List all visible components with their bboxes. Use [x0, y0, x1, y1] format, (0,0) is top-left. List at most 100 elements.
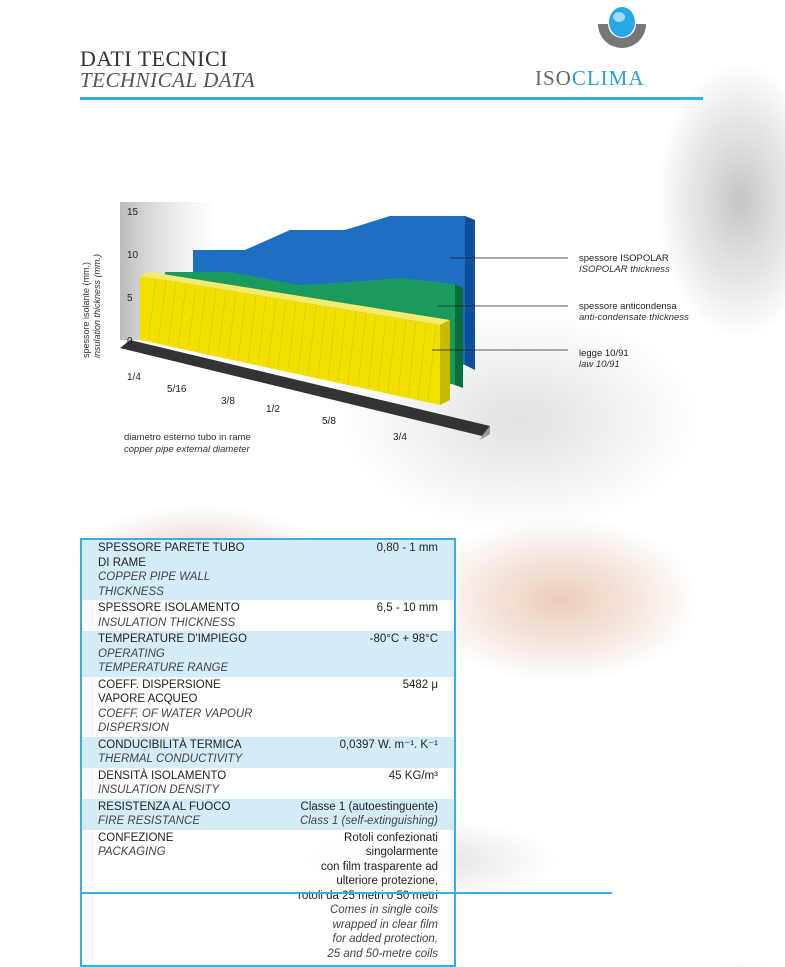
- label-en: THERMAL CONDUCTIVITY: [98, 753, 243, 765]
- y-axis-label: insulation thickness (mm.): [92, 254, 102, 358]
- x-tick-label: 5/8: [322, 416, 336, 427]
- label-cell: SPESSORE PARETE TUBO DI RAME COPPER PIPE …: [81, 539, 270, 600]
- thickness-figure: spessore isolante (mm.) insulation thickn…: [81, 202, 689, 455]
- hatch-line: [177, 284, 187, 347]
- hatch-line: [197, 287, 207, 352]
- hatch-line: [417, 323, 427, 399]
- hatch-line: [277, 300, 287, 369]
- x-tick-label: 3/8: [221, 396, 235, 407]
- legend-label: spessore ISOPOLAR: [579, 253, 669, 264]
- y-tick-label: 0: [127, 336, 133, 347]
- value: 0,80 - 1 mm: [376, 542, 438, 554]
- label-en: COPPER PIPE WALL THICKNESS: [98, 571, 211, 598]
- hatch-line: [217, 291, 227, 356]
- value-en: Class 1 (self-extinguishing): [299, 815, 438, 827]
- hatch-line: [247, 295, 257, 362]
- label-cell: CONDUCIBILITÀ TERMICA THERMAL CONDUCTIVIT…: [81, 736, 270, 768]
- title: DATI TECNICI: [80, 46, 228, 71]
- value: Rotoli confezionati singolarmente: [344, 831, 438, 859]
- label-en: PACKAGING: [98, 846, 166, 858]
- value-cell: Classe 1 (autoestinguente) Class 1 (self-…: [269, 798, 455, 830]
- law-side: [440, 320, 450, 405]
- label-it: COEFF. DISPERSIONE VAPORE ACQUEO: [98, 678, 221, 706]
- table-row: SPESSORE ISOLAMENTO INSULATION THICKNESS 6…: [81, 600, 455, 631]
- label-it: CONDUCIBILITÀ TERMICA: [98, 738, 242, 751]
- hatch-line: [387, 318, 397, 393]
- label-it: RESISTENZA AL FUOCO: [98, 800, 231, 813]
- label-cell: TEMPERATURE D'IMPIEGO OPERATING TEMPERATU…: [81, 631, 270, 677]
- value: 0,0397 W. m⁻¹. K⁻¹: [339, 738, 438, 751]
- floor-edge: [480, 426, 490, 440]
- law-band: [140, 276, 440, 405]
- hatch-line: [187, 286, 197, 349]
- label-en: INSULATION THICKNESS: [98, 616, 236, 629]
- label-it: TEMPERATURE D'IMPIEGO: [98, 633, 247, 645]
- x-axis-label: copper pipe external diameter: [124, 444, 251, 455]
- hatch-line: [337, 310, 347, 382]
- hatch-line: [367, 315, 377, 388]
- value: con film trasparente ad ulteriore protez…: [321, 860, 438, 888]
- label-cell: RESISTENZA AL FUOCO FIRE RESISTANCE: [81, 798, 270, 830]
- tech-table: SPESSORE PARETE TUBO DI RAME COPPER PIPE …: [80, 538, 456, 967]
- y-tick-label: 15: [127, 207, 139, 218]
- label-it: CONFEZIONE: [98, 831, 174, 844]
- hatch-line: [287, 302, 297, 371]
- logo-iso: ISO: [535, 66, 572, 90]
- table-row: CONFEZIONE PACKAGING Rotoli confezionati s…: [81, 830, 455, 967]
- x-tick-label: 3/4: [393, 432, 407, 443]
- y-tick-label: 10: [127, 250, 139, 261]
- legend-label: spessore anticondensa: [579, 301, 677, 312]
- value-en: for added protection,: [332, 933, 439, 945]
- table-row: DENSITÀ ISOLAMENTO INSULATION DENSITY 45 K…: [81, 768, 455, 799]
- label-cell: SPESSORE ISOLAMENTO INSULATION THICKNESS: [81, 600, 269, 631]
- value-cell: -80°C + 98°C: [269, 631, 455, 677]
- value-en: 25 and 50-metre coils: [327, 947, 438, 960]
- legend-label: anti-condensate thickness: [579, 312, 689, 323]
- logo-clima: CLIMA: [571, 66, 645, 90]
- hatch-line: [237, 294, 247, 360]
- value-cell: 0,0397 W. m⁻¹. K⁻¹: [269, 736, 455, 768]
- value: 45 KG/m³: [388, 769, 438, 782]
- label-en: FIRE RESISTANCE: [98, 815, 201, 827]
- value: rotoli da 25 metri o 50 metri: [298, 889, 438, 902]
- hatch-line: [147, 279, 157, 341]
- logo: ISOCLIMA: [535, 66, 645, 91]
- table-row: COEFF. DISPERSIONE VAPORE ACQUEO COEFF. O…: [81, 677, 455, 737]
- value-en: Comes in single coils wrapped in clear f…: [329, 904, 438, 931]
- label-cell: CONFEZIONE PACKAGING: [81, 830, 269, 967]
- floor: [120, 340, 490, 436]
- label-en: COEFF. OF WATER VAPOUR DISPERSION: [98, 707, 253, 735]
- x-tick-label: 5/16: [167, 384, 187, 395]
- legend-label: ISOPOLAR thickness: [579, 264, 670, 275]
- label-it: DENSITÀ ISOLAMENTO: [98, 769, 227, 782]
- hatch-line: [267, 299, 277, 367]
- legend-label: law 10/91: [579, 359, 620, 370]
- hatch-line: [347, 312, 357, 384]
- label-cell: COEFF. DISPERSIONE VAPORE ACQUEO COEFF. O…: [81, 677, 269, 737]
- label-en: INSULATION DENSITY: [98, 784, 220, 796]
- hatch-line: [157, 281, 167, 343]
- law-top: [140, 272, 450, 325]
- x-axis-label: diametro esterno tubo in rame: [124, 432, 251, 443]
- hatch-line: [167, 282, 177, 345]
- hatch-line: [377, 317, 387, 391]
- hatch-line: [297, 304, 307, 373]
- value: 5482 μ: [402, 678, 438, 691]
- subtitle: TECHNICAL DATA: [80, 68, 256, 92]
- value-cell: Rotoli confezionati singolarmente con fil…: [269, 830, 455, 967]
- table-row: CONDUCIBILITÀ TERMICA THERMAL CONDUCTIVIT…: [81, 736, 455, 768]
- value-cell: 0,80 - 1 mm: [269, 539, 455, 600]
- hatch-line: [357, 313, 367, 386]
- table-row: TEMPERATURE D'IMPIEGO OPERATING TEMPERATU…: [81, 631, 455, 677]
- x-tick-label: 1/4: [127, 372, 141, 383]
- value: Classe 1 (autoestinguente): [300, 800, 438, 813]
- header-rule: [80, 97, 703, 100]
- legend-label: legge 10/91: [579, 348, 629, 359]
- label-it: SPESSORE ISOLAMENTO: [98, 602, 240, 614]
- hatch-line: [257, 297, 267, 365]
- law-hatching: [147, 279, 437, 401]
- value-cell: 5482 μ: [269, 677, 455, 737]
- logo-icon: [598, 7, 646, 48]
- hatch-line: [307, 305, 317, 375]
